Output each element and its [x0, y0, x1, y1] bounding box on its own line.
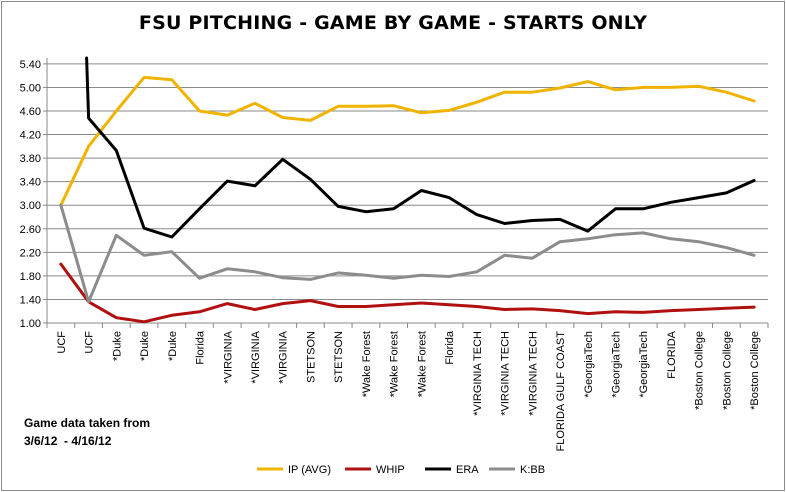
legend-label: ERA [456, 464, 479, 476]
note-line-1: Game data taken from [24, 416, 151, 430]
x-tick-label: *VIRGINIA TECH [472, 331, 484, 416]
y-tick-label: 2.20 [20, 247, 41, 259]
series-lines [59, 56, 756, 324]
x-tick-label: *Boston College [749, 331, 761, 410]
y-tick-label: 4.60 [20, 106, 41, 118]
x-tick-label: STETSON [333, 331, 345, 383]
x-axis: UCF UCF *Duke *Duke *Duke Florida *VIRGINIA *VI… [46, 322, 769, 452]
y-tick-label: 1.40 [20, 294, 41, 306]
legend-label: IP (AVG) [288, 464, 331, 476]
y-tick-label: 4.20 [20, 130, 41, 142]
x-tick-label: *GeorgiaTech [610, 331, 622, 398]
x-tick-label: *Duke [139, 331, 151, 361]
y-tick-label: 2.60 [20, 224, 41, 236]
series-line-k-bb [59, 203, 756, 304]
x-tick-label: *GeorgiaTech [583, 331, 595, 398]
y-tick-label: 3.40 [20, 177, 41, 189]
x-tick-label: *Wake Forest [389, 331, 401, 397]
y-tick-label: 1.00 [20, 318, 41, 330]
x-tick-label: *Wake Forest [416, 331, 428, 397]
x-tick-label: Florida [195, 330, 207, 365]
date-range-note: Game data taken from 3/6/12 - 4/16/12 [24, 414, 150, 450]
chart-title: FSU PITCHING - GAME BY GAME - STARTS ONL… [138, 12, 648, 34]
series-line-ip-avg [59, 75, 756, 207]
y-axis: 1.00 1.40 1.80 2.20 2.60 3.00 3.40 3.80 4.20 4.60… [20, 58, 48, 330]
series-line-era [85, 56, 756, 239]
x-tick-label: *Boston College [694, 331, 706, 410]
x-tick-label: Florida [444, 330, 456, 365]
x-tick-label: STETSON [305, 331, 317, 383]
x-tick-label: *Wake Forest [361, 331, 373, 397]
y-tick-label: 3.80 [20, 153, 41, 165]
x-tick-label: *VIRGINIA TECH [527, 331, 539, 416]
legend: IP (AVG) WHIP ERA K:BB [257, 464, 545, 476]
y-tick-label: 3.00 [20, 200, 41, 212]
x-tick-label: *VIRGINIA TECH [500, 331, 512, 416]
x-tick-label: *Duke [111, 331, 123, 361]
y-tick-label: 5.00 [20, 82, 41, 94]
x-tick-label: FLORIDA [666, 330, 678, 378]
x-tick-label: *VIRGINIA [250, 330, 262, 383]
legend-label: K:BB [520, 464, 545, 476]
x-tick-label: *GeorgiaTech [638, 331, 650, 398]
x-tick-label: UCF [84, 331, 96, 354]
x-tick-label: *Duke [167, 331, 179, 361]
x-tick-label: *VIRGINIA [278, 330, 290, 383]
x-tick-label: *VIRGINIA [222, 330, 234, 383]
x-tick-label: FLORIDA GULF COAST [555, 331, 567, 452]
gridlines [47, 63, 768, 324]
note-line-2: 3/6/12 - 4/16/12 [24, 434, 112, 448]
x-tick-label: UCF [56, 331, 68, 354]
y-tick-label: 1.80 [20, 271, 41, 283]
series-line-whip [59, 262, 756, 324]
legend-label: WHIP [376, 464, 405, 476]
y-tick-label: 5.40 [20, 59, 41, 71]
x-tick-label: *Boston College [721, 331, 733, 410]
